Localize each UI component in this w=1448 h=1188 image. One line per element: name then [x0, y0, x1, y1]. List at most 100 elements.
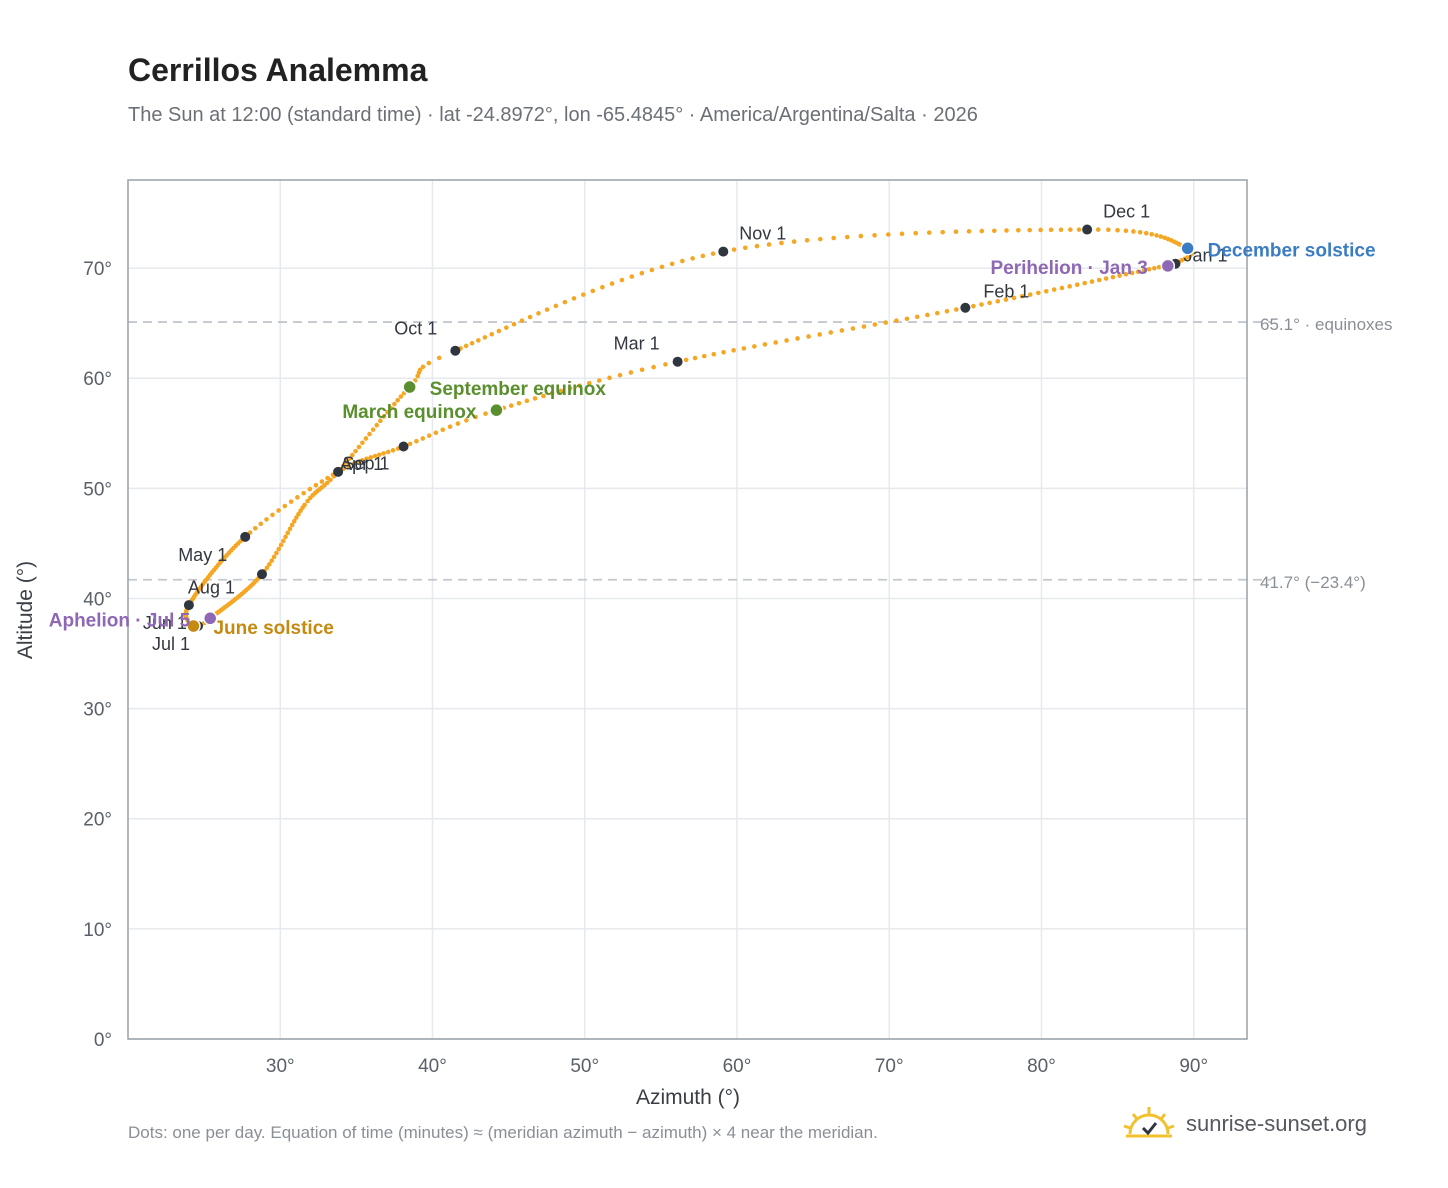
chart-title: Cerrillos Analemma: [128, 52, 428, 88]
day-dot: [649, 267, 655, 273]
y-tick-label: 10°: [83, 920, 112, 941]
month-marker: [398, 441, 409, 452]
x-tick-label: 50°: [570, 1056, 599, 1077]
day-dot: [979, 228, 985, 234]
day-dot: [752, 344, 757, 349]
day-dot: [731, 348, 736, 353]
day-dot: [804, 238, 810, 243]
day-dot: [447, 424, 453, 430]
day-dot: [692, 355, 698, 361]
day-dot: [271, 554, 277, 560]
brand[interactable]: sunrise-sunset.org: [1122, 1100, 1367, 1148]
day-dot: [590, 288, 596, 294]
day-dot: [1123, 271, 1129, 277]
day-dot: [940, 229, 945, 235]
day-dot: [1082, 280, 1088, 286]
day-dot: [527, 314, 533, 320]
day-dot: [291, 518, 297, 524]
day-dot: [1096, 277, 1102, 283]
day-dot: [979, 302, 984, 307]
day-dot: [440, 427, 446, 433]
day-dot: [831, 235, 836, 241]
y-tick-label: 20°: [83, 810, 112, 831]
day-dot: [619, 277, 625, 283]
day-dot: [1115, 227, 1120, 233]
day-dot: [1106, 227, 1111, 233]
day-dot: [1027, 227, 1032, 233]
day-dot: [883, 320, 888, 325]
day-dot: [872, 322, 878, 327]
event-marker: [186, 618, 201, 634]
day-dot: [1074, 282, 1080, 288]
month-label: Jul 1: [152, 634, 190, 654]
brand-name: sunrise-sunset.org: [1186, 1111, 1367, 1136]
day-dot: [313, 482, 319, 488]
day-dot: [839, 328, 845, 333]
day-dot: [374, 422, 380, 428]
day-dot: [436, 355, 442, 361]
day-dot: [296, 511, 301, 517]
day-dot: [278, 542, 284, 548]
day-dot: [795, 336, 800, 341]
event-marker: [489, 402, 504, 418]
day-dot: [858, 233, 864, 239]
day-dot: [944, 309, 950, 314]
day-dot: [367, 431, 372, 437]
day-dot: [1135, 269, 1141, 274]
day-dot: [926, 230, 932, 235]
day-dot: [1152, 265, 1157, 271]
reference-line-label: 41.7° (−23.4°): [1260, 573, 1366, 592]
day-dot: [1123, 228, 1129, 234]
day-dot: [904, 316, 910, 322]
event-label: September equinox: [430, 379, 607, 400]
day-dot: [302, 502, 307, 508]
event-marker: [402, 379, 417, 395]
event-label: March equinox: [342, 402, 477, 423]
day-dot: [287, 526, 293, 532]
day-dot: [1131, 229, 1136, 234]
day-dot: [516, 400, 522, 406]
month-label: Sep 1: [343, 454, 390, 474]
day-dot: [953, 307, 959, 312]
day-dot: [288, 499, 294, 504]
day-dot: [349, 452, 355, 458]
day-dot: [414, 438, 419, 444]
event-label: June solstice: [213, 618, 333, 639]
day-dot: [392, 401, 397, 407]
day-dot: [617, 372, 623, 378]
day-dot: [1051, 287, 1057, 292]
x-tick-label: 60°: [723, 1056, 752, 1077]
day-dot: [577, 383, 582, 389]
event-marker: [202, 611, 218, 626]
day-dot: [294, 515, 299, 520]
day-dot: [934, 310, 940, 316]
day-dot: [741, 346, 747, 351]
day-dot: [721, 349, 726, 355]
day-dot: [264, 565, 270, 571]
day-dot: [680, 258, 685, 264]
day-dot: [1016, 227, 1021, 233]
day-dot: [731, 247, 737, 252]
day-dot: [381, 414, 387, 419]
day-dot: [701, 353, 707, 359]
day-dot: [1058, 227, 1064, 233]
day-dot: [784, 338, 789, 343]
footnote: Dots: one per day. Equation of time (min…: [128, 1123, 878, 1142]
day-dot: [1158, 234, 1164, 239]
y-tick-label: 0°: [94, 1030, 112, 1051]
day-dot: [586, 380, 592, 386]
day-dot: [639, 367, 645, 373]
day-dot: [1003, 297, 1009, 302]
day-dot: [1059, 285, 1065, 291]
day-dot: [464, 418, 469, 423]
day-dot: [258, 521, 264, 527]
y-axis-label: Altitude (°): [14, 561, 37, 659]
day-dot: [773, 340, 778, 345]
day-dot: [385, 449, 391, 455]
month-label: Jun 1: [143, 613, 187, 633]
month-label: Apr 1: [340, 454, 383, 474]
month-label: May 1: [178, 545, 227, 565]
day-dot: [1048, 227, 1054, 233]
month-marker: [183, 600, 194, 611]
day-dot: [850, 326, 856, 331]
